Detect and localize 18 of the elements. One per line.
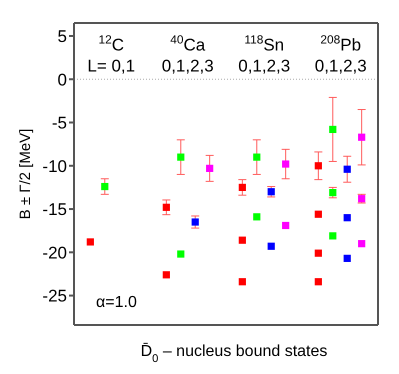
y-tick-label: 0: [58, 70, 67, 90]
y-axis-title: B ± Γ/2 [MeV]: [17, 128, 34, 220]
y-tick-label: 5: [58, 27, 67, 46]
x-tick-label: $^{118}$Sn: [244, 32, 284, 55]
annotation: 0,1,2,3: [162, 56, 214, 76]
y-tick-label: -15: [42, 200, 67, 220]
annotation: L= 0,1: [87, 56, 136, 76]
y-tick-label: -25: [42, 286, 67, 306]
annotation: α=1.0: [96, 294, 137, 311]
annotation: 0,1,2,3: [314, 56, 367, 76]
annotation: 0,1,2,3: [238, 56, 290, 76]
x-tick-label: $^{40}$Ca: [170, 32, 206, 55]
x-tick-label: $^{12}$C: [98, 32, 124, 55]
y-tick-label: -10: [42, 156, 67, 176]
x-axis-title: D̄$_{0}$ – nucleus bound states: [140, 342, 328, 365]
y-tick-label: -5: [52, 114, 67, 133]
y-tick-label: -20: [42, 243, 67, 262]
x-tick-label: $^{208}$Pb: [320, 32, 362, 55]
